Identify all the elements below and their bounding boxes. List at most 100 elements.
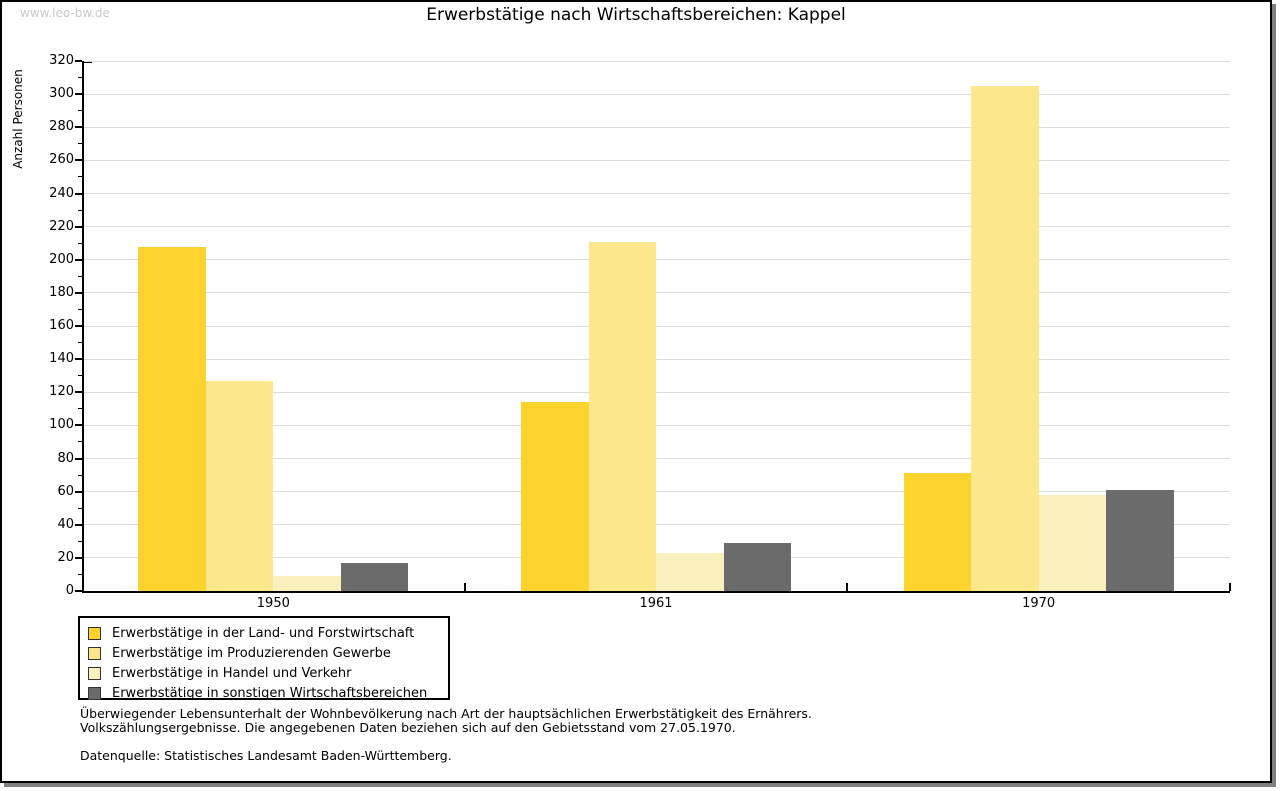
y-tick-160 — [75, 325, 82, 327]
y-tick-260 — [75, 159, 82, 162]
y-tick-80 — [75, 457, 82, 460]
y-tick-label-40: 40 — [57, 516, 74, 532]
y-tick-label-140: 140 — [49, 351, 74, 367]
bar-1950-erwerbst-tige-im-produzierenden-gewerbe — [205, 380, 274, 591]
bar-1970-erwerbst-tige-in-der-land-und-forstwirtschaft — [903, 473, 972, 591]
gridline-60 — [84, 491, 1230, 493]
x-axis-line — [82, 591, 1230, 593]
x-category-label-1950: 1950 — [256, 596, 290, 611]
legend-item-erwerbst-tige-im-produzierenden-gewerbe: Erwerbstätige im Produzierenden Gewerbe — [88, 643, 440, 663]
legend-label-1: Erwerbstätige in der Land- und Forstwirt… — [112, 625, 415, 641]
y-tick-20 — [75, 556, 82, 559]
bar-1961-erwerbst-tige-in-der-land-und-forstwirtschaft — [521, 402, 589, 591]
legend-item-erwerbst-tige-in-der-land-und-forstwirtschaft: Erwerbstätige in der Land- und Forstwirt… — [88, 623, 440, 643]
bar-1961-erwerbst-tige-im-produzierenden-gewerbe — [588, 241, 656, 591]
gridline-120 — [84, 391, 1230, 393]
y-tick-180 — [75, 291, 82, 294]
legend-item-erwerbst-tige-in-handel-und-verkehr: Erwerbstätige in Handel und Verkehr — [88, 663, 440, 683]
y-tick-label-300: 300 — [49, 86, 74, 102]
footer-line-2: Volkszählungsergebnisse. Die angegebenen… — [80, 720, 736, 735]
y-tick-240 — [75, 192, 82, 195]
y-minor-tick-30 — [78, 540, 82, 542]
y-tick-label-320: 320 — [49, 53, 74, 68]
y-minor-tick-90 — [78, 441, 82, 443]
gridline-180 — [84, 292, 1230, 294]
y-tick-label-260: 260 — [49, 152, 74, 168]
gridline-260 — [84, 159, 1230, 161]
watermark-text: www.leo-bw.de — [20, 6, 110, 20]
y-tick-60 — [75, 490, 82, 493]
footer-note: Überwiegender Lebensunterhalt der Wohnbe… — [80, 707, 812, 735]
bar-1950-erwerbst-tige-in-der-land-und-forstwirtschaft — [138, 246, 206, 591]
gridline-140 — [84, 358, 1230, 360]
bar-1970-erwerbst-tige-im-produzierenden-gewerbe — [971, 85, 1039, 591]
y-axis-end-tick — [84, 61, 92, 63]
y-minor-tick-250 — [78, 176, 82, 178]
gridline-100 — [84, 424, 1230, 426]
y-tick-label-100: 100 — [49, 417, 74, 433]
y-axis-label: Anzahl Personen — [11, 69, 25, 169]
gridline-200 — [84, 259, 1230, 261]
x-category-label-1970: 1970 — [1022, 596, 1056, 611]
y-minor-tick-210 — [78, 242, 82, 244]
y-minor-tick-70 — [78, 474, 82, 476]
y-tick-300 — [75, 93, 82, 96]
y-minor-tick-50 — [78, 507, 82, 509]
y-tick-220 — [75, 225, 82, 228]
gridline-320 — [84, 60, 1230, 62]
bar-1970-erwerbst-tige-in-handel-und-verkehr — [1038, 494, 1107, 591]
y-tick-label-120: 120 — [49, 384, 74, 400]
y-tick-200 — [75, 258, 82, 261]
chart-title: Erwerbstätige nach Wirtschaftsbereichen:… — [426, 5, 846, 25]
legend-label-4: Erwerbstätige in sonstigen Wirtschaftsbe… — [112, 685, 428, 701]
legend-swatch-1 — [88, 626, 101, 640]
x-tick-1 — [463, 583, 466, 591]
gridline-280 — [84, 126, 1230, 128]
y-tick-label-180: 180 — [49, 284, 74, 300]
y-tick-40 — [75, 523, 82, 526]
y-minor-tick-310 — [78, 77, 82, 79]
y-tick-label-0: 0 — [65, 583, 74, 598]
legend-swatch-3 — [88, 666, 101, 680]
y-tick-100 — [75, 424, 82, 427]
footer-line-1: Überwiegender Lebensunterhalt der Wohnbe… — [80, 706, 812, 721]
legend-label-3: Erwerbstätige in Handel und Verkehr — [112, 665, 352, 681]
x-tick-3 — [1229, 583, 1231, 591]
y-tick-label-280: 280 — [49, 119, 74, 135]
legend-box: Erwerbstätige in der Land- und Forstwirt… — [78, 616, 450, 701]
x-category-label-1961: 1961 — [639, 596, 673, 611]
footer-source: Datenquelle: Statistisches Landesamt Bad… — [80, 748, 452, 763]
legend-label-2: Erwerbstätige im Produzierenden Gewerbe — [112, 645, 391, 661]
y-tick-label-200: 200 — [49, 251, 74, 267]
legend-swatch-2 — [88, 646, 101, 660]
y-axis-line — [82, 61, 84, 593]
gridline-40 — [84, 524, 1230, 526]
x-tick-2 — [846, 583, 849, 591]
y-minor-tick-150 — [78, 342, 82, 344]
y-tick-label-240: 240 — [49, 185, 74, 201]
gridline-240 — [84, 193, 1230, 194]
y-tick-140 — [75, 358, 82, 361]
y-tick-label-60: 60 — [57, 483, 74, 499]
y-minor-tick-130 — [78, 375, 82, 377]
legend-swatch-4 — [88, 686, 101, 700]
y-tick-280 — [75, 126, 82, 129]
y-tick-label-80: 80 — [57, 450, 74, 466]
bar-1950-erwerbst-tige-in-sonstigen-wirtschaftsbereichen — [340, 562, 409, 591]
gridline-300 — [84, 93, 1230, 95]
y-minor-tick-190 — [78, 275, 82, 277]
gridline-80 — [84, 458, 1230, 459]
y-tick-label-160: 160 — [49, 318, 74, 333]
y-tick-label-20: 20 — [57, 549, 74, 565]
bar-1950-erwerbst-tige-in-handel-und-verkehr — [273, 576, 341, 591]
y-minor-tick-170 — [78, 308, 82, 310]
y-tick-label-220: 220 — [49, 218, 74, 234]
y-minor-tick-230 — [78, 209, 82, 211]
y-minor-tick-290 — [78, 110, 82, 112]
gridline-160 — [84, 325, 1230, 327]
y-tick-120 — [75, 391, 82, 394]
y-tick-320 — [75, 60, 82, 62]
plot-area: 0 20 40 60 80 100 120 140 160 180 200 220 240 260 280 3… — [49, 53, 1231, 611]
bar-1961-erwerbst-tige-in-sonstigen-wirtschaftsbereichen — [723, 542, 791, 591]
